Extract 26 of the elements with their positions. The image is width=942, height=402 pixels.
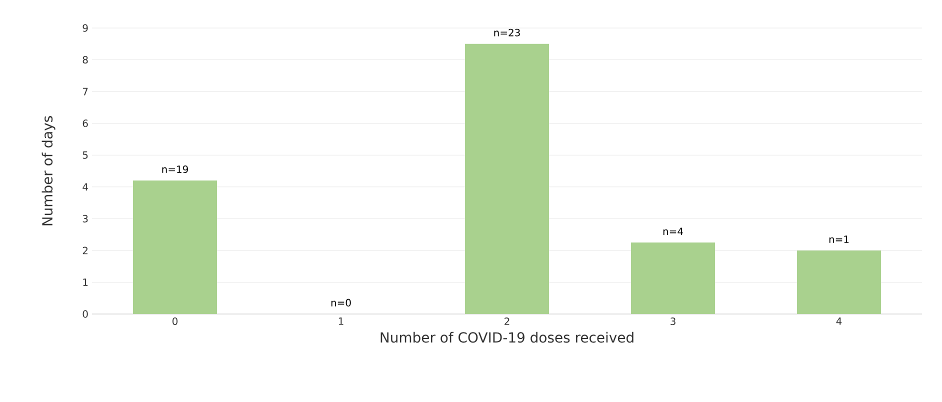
annotation: n=19 [162,165,188,174]
x-axis-title: Number of COVID-19 doses received [380,332,634,343]
bar [631,242,716,314]
x-tick-label: 3 [670,318,676,326]
y-tick-label: 7 [82,88,88,96]
y-tick-label: 9 [82,24,88,32]
annotation: n=4 [663,228,683,235]
x-tick-label: 1 [338,318,344,325]
y-tick-label: 8 [82,56,88,64]
y-tick-label: 5 [82,151,88,159]
annotation: n=0 [331,298,351,306]
x-tick-label: 0 [172,318,178,326]
y-tick-label: 3 [82,214,88,222]
x-tick-label: 2 [504,318,510,325]
y-tick-label: 2 [82,246,88,254]
annotation: n=1 [829,236,849,243]
y-axis-title: Number of days [42,116,56,226]
y-tick-label: 6 [82,120,88,128]
y-tick-label: 4 [82,183,88,191]
y-tick-label: 0 [82,310,88,318]
bar [133,180,218,314]
annotation: n=23 [494,28,520,36]
bar [797,250,882,314]
y-tick-label: 1 [83,278,88,286]
x-tick-label: 4 [836,318,842,325]
bar [465,44,550,314]
